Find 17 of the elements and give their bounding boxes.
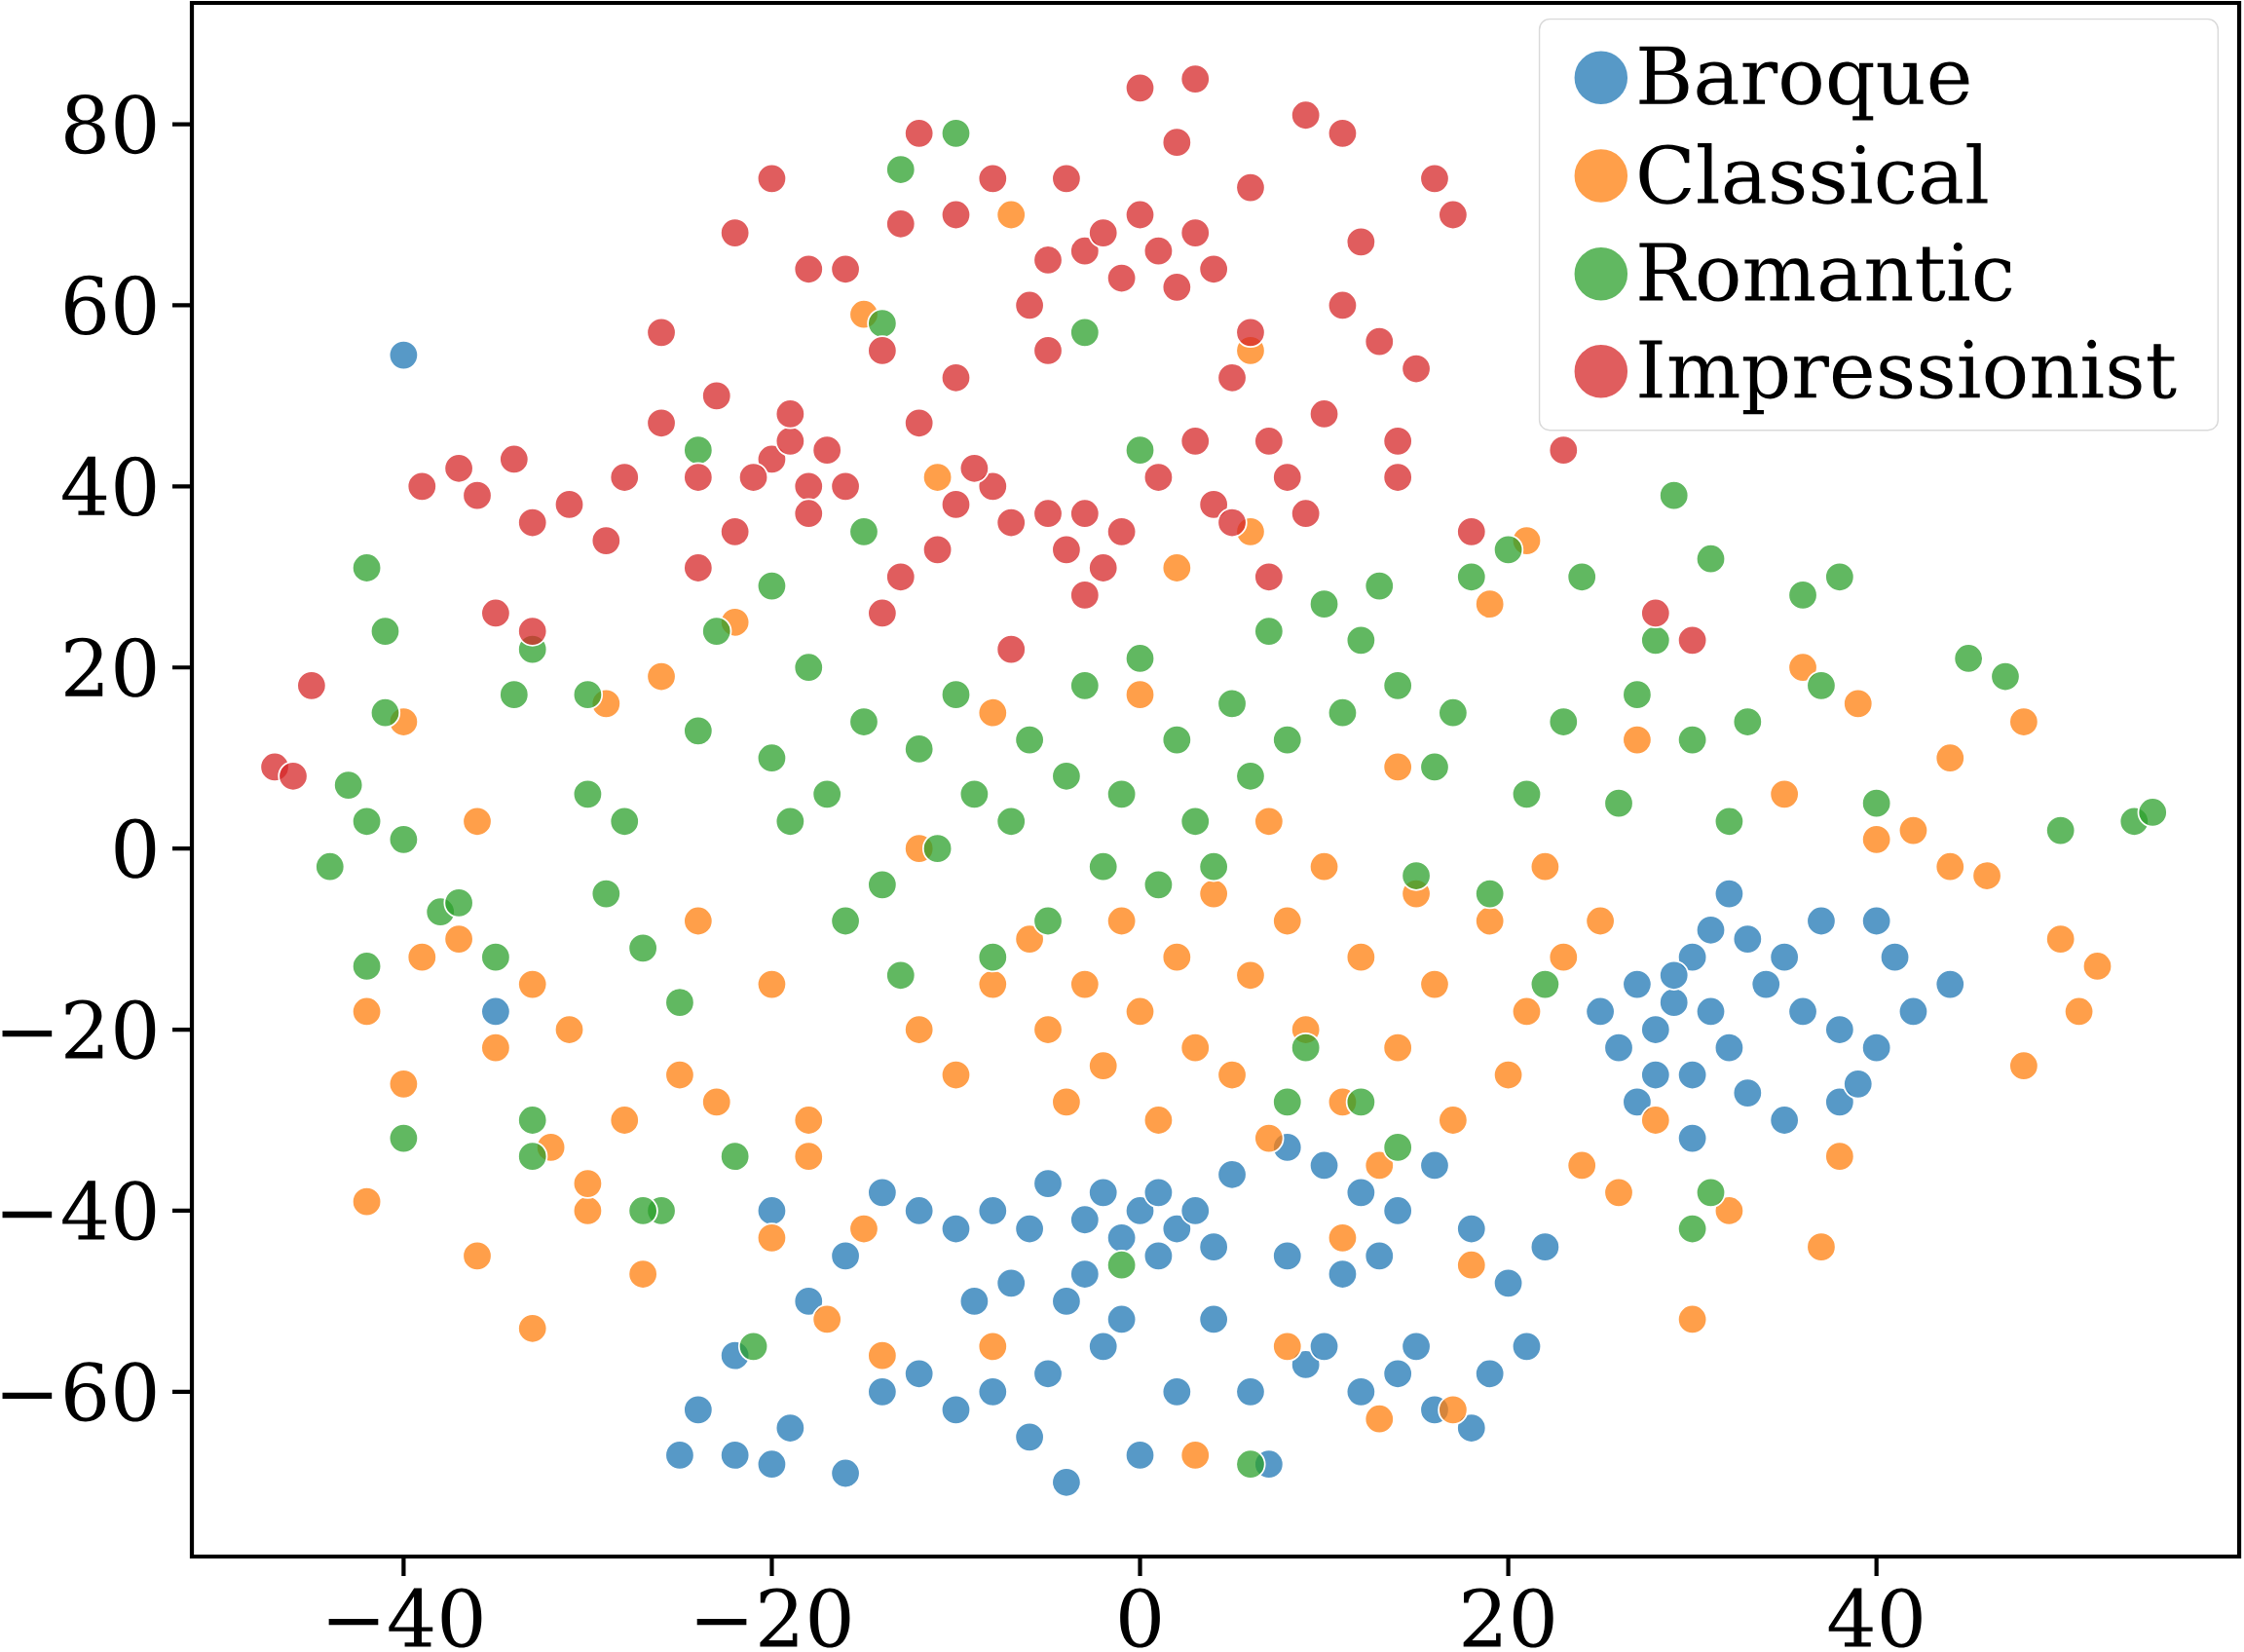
x-tick-label: −40	[328, 1588, 482, 1648]
legend-label: Romantic	[1639, 242, 2012, 302]
legend-label: Classical	[1639, 143, 1988, 205]
y-tick-label: −60	[2, 1362, 156, 1422]
x-tick-label: −20	[696, 1588, 850, 1648]
x-tick-label: 0	[1120, 1588, 1160, 1648]
y-tick-label: 40	[62, 456, 156, 516]
y-tick-label: 60	[65, 275, 156, 336]
x-tick-label: 40	[1828, 1588, 1922, 1648]
y-tick-label: 20	[65, 637, 156, 697]
y-tick-label: 80	[65, 94, 156, 155]
legend-label: Impressionist	[1639, 339, 2177, 415]
y-tick-label: −40	[2, 1181, 156, 1241]
x-tick-label: 20	[1463, 1588, 1553, 1648]
y-tick-label: 0	[115, 818, 156, 879]
legend-label: Baroque	[1639, 46, 1969, 121]
y-tick-label: −20	[2, 999, 156, 1060]
